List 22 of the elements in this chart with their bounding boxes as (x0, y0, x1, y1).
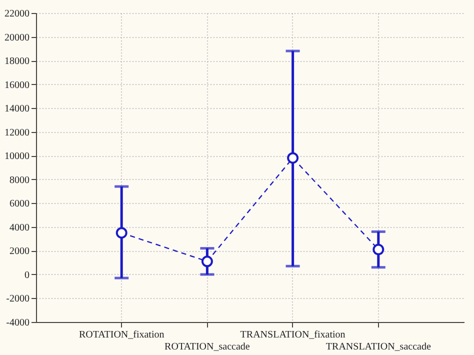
y-tick-label: 4000 (10, 222, 30, 234)
point (116, 227, 128, 239)
y-tick-label: 14000 (4, 104, 30, 115)
point (287, 152, 299, 164)
y-tick-label: 18000 (4, 56, 30, 68)
y-tick-label: -2000 (6, 294, 30, 305)
y-tick-label: -4000 (6, 318, 30, 328)
y-tick-label: 20000 (4, 32, 30, 44)
y-tick-label: 22000 (4, 8, 30, 20)
y-tick-label: 12000 (4, 127, 30, 138)
y-tick-label: 16000 (4, 80, 30, 91)
y-tick-label: 2000 (10, 246, 30, 258)
point (372, 244, 384, 256)
x-tick-label: TRANSLATION_saccade (326, 342, 432, 352)
y-tick-label: 0 (24, 270, 30, 281)
point (201, 256, 213, 268)
x-tick-label: ROTATION_saccade (164, 342, 250, 352)
x-tick-label: TRANSLATION_fixation (240, 330, 346, 340)
x-tick-label: ROTATION_fixation (78, 330, 164, 340)
y-tick-label: 6000 (10, 198, 30, 210)
y-tick-label: 10000 (4, 151, 30, 162)
y-tick-label: 8000 (10, 174, 30, 186)
